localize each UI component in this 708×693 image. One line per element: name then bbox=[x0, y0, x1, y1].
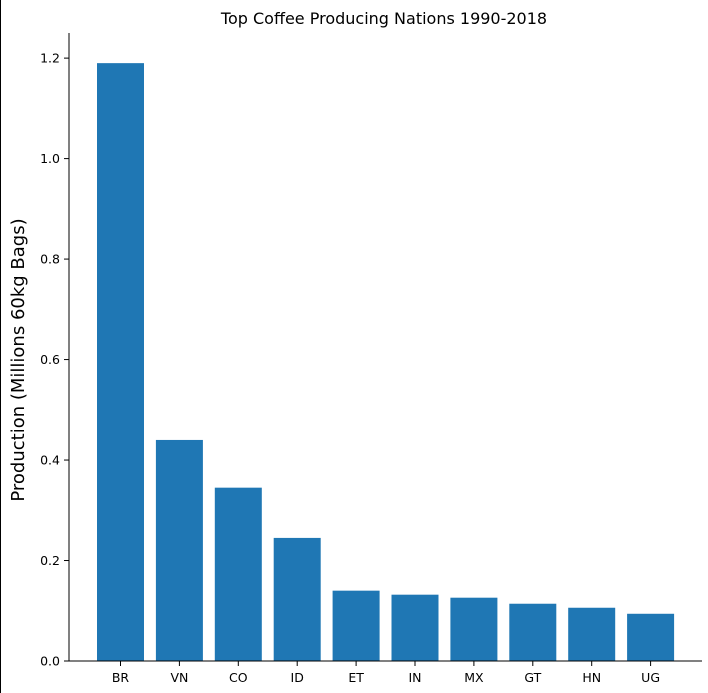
x-tick-label: ID bbox=[291, 670, 304, 685]
y-tick-label: 1.0 bbox=[40, 151, 60, 166]
x-tick-label: ET bbox=[348, 670, 364, 685]
bar-id bbox=[273, 537, 321, 661]
x-tick-label: BR bbox=[112, 670, 130, 685]
y-tick-label: 0.0 bbox=[40, 654, 60, 669]
bar-mx bbox=[450, 597, 498, 661]
y-tick-label: 0.4 bbox=[40, 453, 60, 468]
x-tick-label: GT bbox=[524, 670, 541, 685]
x-tick-label: HN bbox=[582, 670, 601, 685]
y-tick-label: 0.2 bbox=[40, 553, 60, 568]
bar-ug bbox=[627, 613, 675, 661]
bar-vn bbox=[155, 439, 203, 661]
bar-hn bbox=[568, 607, 616, 661]
bar-co bbox=[214, 487, 262, 661]
y-tick-label: 0.6 bbox=[40, 352, 60, 367]
x-tick-label: VN bbox=[170, 670, 188, 685]
y-tick-label: 1.2 bbox=[40, 51, 60, 66]
image-left-border bbox=[0, 0, 1, 693]
plot-area: 0.0 0.2 0.4 0.6 0.8 1.0 1.2 BR VN CO ID ET IN MX GT HN U… bbox=[40, 33, 702, 685]
x-tick-label: CO bbox=[229, 670, 248, 685]
bar-in bbox=[391, 594, 439, 661]
x-tick-label: MX bbox=[464, 670, 484, 685]
bar-br bbox=[97, 63, 144, 662]
y-tick-label: 0.8 bbox=[40, 252, 60, 267]
bar-et bbox=[332, 590, 380, 661]
x-tick-label: IN bbox=[408, 670, 421, 685]
y-axis-label: Production (Millions 60kg Bags) bbox=[8, 218, 29, 501]
x-tick-label: UG bbox=[641, 670, 660, 685]
bar-gt bbox=[509, 603, 557, 661]
chart-title: Top Coffee Producing Nations 1990-2018 bbox=[220, 9, 547, 28]
